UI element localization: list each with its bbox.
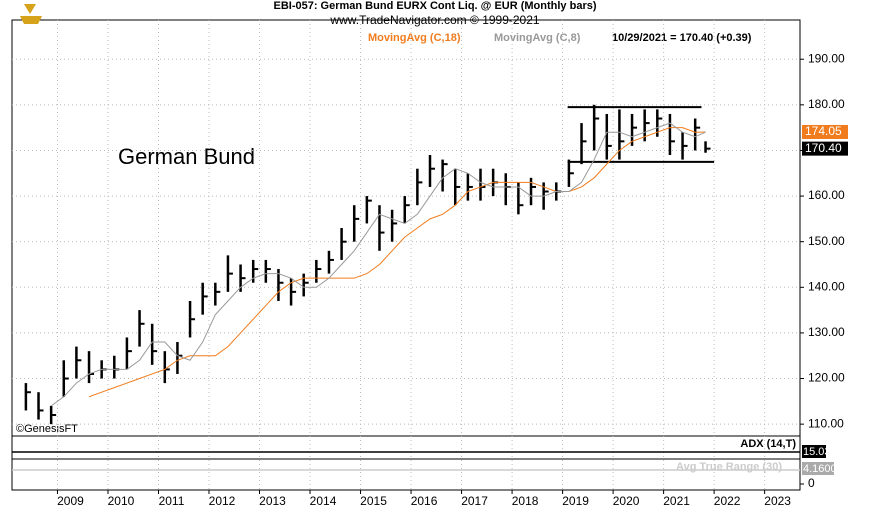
- x-tick-label: 2017: [461, 494, 488, 508]
- last-close-box: [802, 141, 848, 156]
- last-value-box: [802, 124, 848, 139]
- adx-box: [802, 445, 826, 458]
- header-value: 10/29/2021 = 170.40 (+0.39): [612, 32, 752, 44]
- y-tick-label: 150.00: [808, 234, 845, 248]
- y-tick-label: 180.00: [808, 97, 845, 111]
- y-tick-label: 110.00: [808, 416, 844, 430]
- plot-frame: [11, 19, 801, 491]
- atr-label: Avg True Range (30): [676, 461, 782, 473]
- legend-ma18: MovingAvg (C,18): [368, 32, 461, 44]
- atr-tick-label: 0: [808, 476, 815, 490]
- atr-box: [802, 462, 834, 475]
- x-tick-label: 2016: [411, 494, 438, 508]
- y-tick-label: 160.00: [808, 188, 845, 202]
- x-tick-label: 2020: [613, 494, 640, 508]
- moving-average: [50, 122, 706, 407]
- x-tick-label: 2023: [764, 494, 791, 508]
- title: EBI-057: German Bund EURX Cont Liq. @ EU…: [273, 0, 596, 12]
- y-tick-label: 130.00: [808, 325, 845, 339]
- moving-average: [88, 127, 706, 398]
- x-tick-label: 2009: [57, 494, 84, 508]
- watermark: ©GenesisFT: [16, 423, 78, 435]
- logo: [20, 4, 42, 24]
- y-tick-label: 140.00: [808, 279, 845, 293]
- x-tick-label: 2015: [360, 494, 387, 508]
- x-tick-label: 2021: [663, 494, 690, 508]
- subtitle: www.TradeNavigator.com © 1999-2021: [329, 13, 539, 27]
- legend-ma8: MovingAvg (C,8): [494, 32, 581, 44]
- x-tick-label: 2012: [209, 494, 236, 508]
- x-tick-label: 2014: [310, 494, 337, 508]
- x-tick-label: 2022: [714, 494, 741, 508]
- y-tick-label: 120.00: [808, 371, 845, 385]
- last-close-label: 170.40: [805, 141, 842, 155]
- atr-value: 4.1600: [803, 463, 837, 475]
- last-value-label: 174.05: [805, 124, 842, 138]
- x-tick-label: 2018: [512, 494, 539, 508]
- x-tick-label: 2011: [159, 494, 185, 508]
- adx-label: ADX (14,T): [740, 438, 796, 450]
- x-tick-label: 2010: [108, 494, 135, 508]
- adx-value: 15.03: [803, 446, 831, 458]
- y-tick-label: 190.00: [808, 51, 845, 65]
- annotation: German Bund: [118, 144, 255, 169]
- x-tick-label: 2019: [562, 494, 589, 508]
- x-tick-label: 2013: [259, 494, 286, 508]
